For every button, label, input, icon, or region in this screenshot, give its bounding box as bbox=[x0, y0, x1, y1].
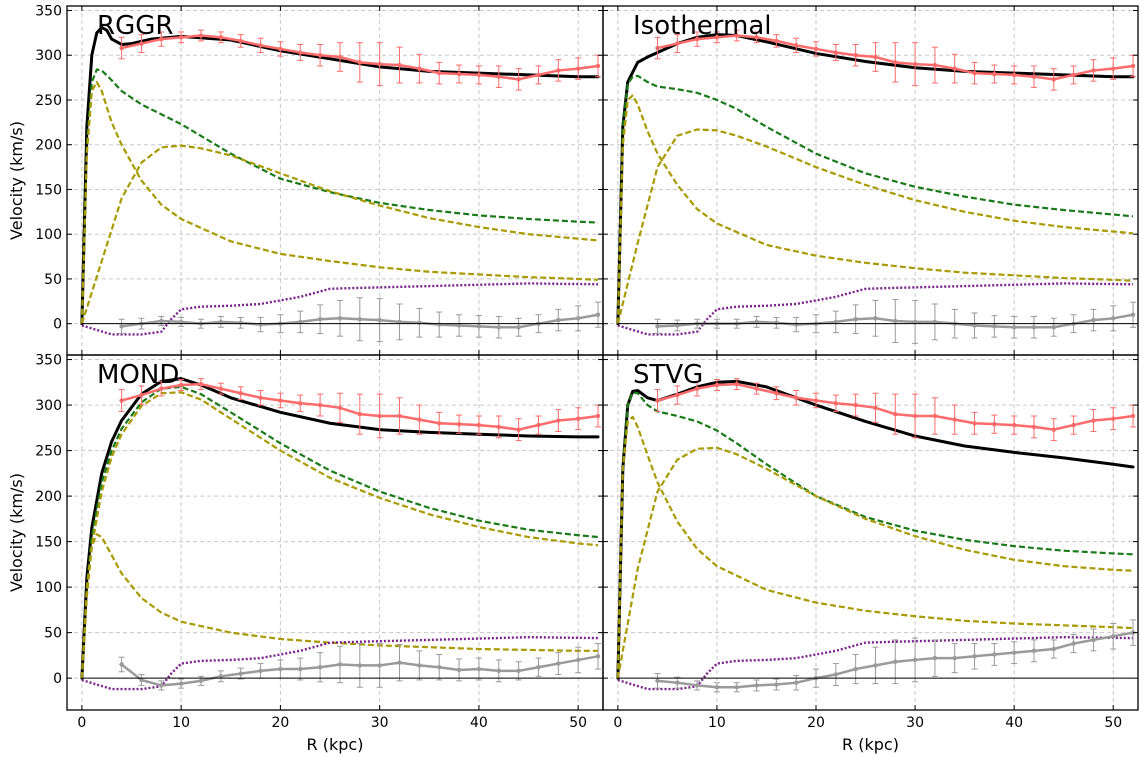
series-disk-component bbox=[80, 80, 599, 324]
plot-frame bbox=[602, 5, 1139, 356]
y-tick-label: 0 bbox=[53, 671, 62, 687]
y-tick-label: 100 bbox=[35, 227, 62, 243]
plot-area bbox=[616, 29, 1137, 344]
y-tick-label: 50 bbox=[44, 272, 62, 288]
series-line bbox=[80, 391, 599, 679]
y-tick-label: 350 bbox=[35, 353, 62, 369]
series-observed bbox=[118, 378, 602, 442]
panel-title-stvg: STVG bbox=[633, 360, 703, 390]
x-tick-label: 40 bbox=[470, 715, 488, 731]
series-line bbox=[617, 635, 1134, 691]
series-halo-component bbox=[80, 144, 599, 325]
series-line bbox=[617, 282, 1134, 336]
x-tick-label: 20 bbox=[807, 715, 825, 731]
x-tick-label: 0 bbox=[613, 715, 622, 731]
series-mean-line bbox=[657, 631, 1134, 689]
y-axis-title: Velocity (km/s) bbox=[7, 473, 26, 592]
plot-frame bbox=[602, 354, 1139, 711]
series-halo-component bbox=[80, 391, 599, 679]
x-tick-label: 30 bbox=[371, 715, 389, 731]
panel-stvg: 0 10 20 30 40 50 STVG R (kpc) bbox=[602, 354, 1139, 754]
y-tick-label: 350 bbox=[35, 3, 62, 19]
x-tick-label: 50 bbox=[1104, 715, 1122, 731]
series-mean-line bbox=[657, 34, 1134, 81]
y-tick-label: 200 bbox=[35, 138, 62, 154]
y-tick-label: 250 bbox=[35, 93, 62, 109]
series-mean-line bbox=[120, 655, 599, 687]
series-line bbox=[616, 446, 1134, 679]
x-tick-label: 30 bbox=[906, 715, 924, 731]
series-line bbox=[80, 385, 599, 679]
series-line bbox=[81, 635, 599, 691]
y-tick-label: 200 bbox=[35, 489, 62, 505]
x-tick-label: 10 bbox=[172, 715, 190, 731]
series-residual bbox=[118, 297, 602, 343]
series-line bbox=[616, 74, 1134, 324]
y-tick-label: 150 bbox=[35, 535, 62, 551]
plot-area bbox=[80, 25, 602, 343]
x-tick-label: 40 bbox=[1005, 715, 1023, 731]
series-gas-component bbox=[617, 282, 1134, 336]
series-mean-line bbox=[657, 382, 1134, 431]
series-disk-component bbox=[80, 533, 599, 679]
series-disk-component bbox=[616, 94, 1134, 324]
y-axis-title: Velocity (km/s) bbox=[7, 121, 26, 240]
x-tick-label: 10 bbox=[708, 715, 726, 731]
series-residual bbox=[654, 619, 1137, 693]
panel-title-isothermal: Isothermal bbox=[633, 11, 772, 41]
series-line bbox=[616, 415, 1134, 679]
series-line bbox=[80, 68, 599, 324]
series-line bbox=[616, 391, 1134, 679]
series-dark-component bbox=[616, 74, 1134, 324]
series-disk-component bbox=[616, 415, 1134, 679]
series-line bbox=[616, 379, 1135, 680]
series-dark-component bbox=[80, 68, 599, 324]
series-gas-component bbox=[81, 635, 599, 691]
series-gas-component bbox=[81, 282, 599, 336]
series-gas-component bbox=[617, 635, 1134, 691]
series-halo-component bbox=[616, 128, 1134, 324]
y-tick-label: 50 bbox=[44, 626, 62, 642]
plot-area bbox=[80, 377, 602, 691]
y-tick-label: 150 bbox=[35, 182, 62, 198]
series-line bbox=[80, 80, 599, 324]
y-tick-label: 100 bbox=[35, 580, 62, 596]
series-line bbox=[81, 282, 599, 336]
series-line bbox=[80, 144, 599, 325]
y-tick-label: 0 bbox=[53, 317, 62, 333]
y-tick-label: 300 bbox=[35, 48, 62, 64]
y-tick-label: 250 bbox=[35, 444, 62, 460]
plot-area bbox=[616, 378, 1137, 693]
panel-rggr: 0 50 100 150 200 250 300 350 RGGR Velocity (km/s) bbox=[7, 3, 604, 356]
panel-mond: 0 10 20 30 40 50 0 50 100 150 200 250 300 350 MOND R (k… bbox=[7, 353, 604, 754]
series-residual bbox=[654, 299, 1137, 344]
y-tick-label: 300 bbox=[35, 398, 62, 414]
x-tick-label: 0 bbox=[77, 715, 86, 731]
x-tick-label: 20 bbox=[271, 715, 289, 731]
series-total-model bbox=[616, 379, 1135, 680]
series-dark-component bbox=[80, 385, 599, 679]
panel-title-rggr: RGGR bbox=[97, 11, 173, 41]
series-observed bbox=[118, 29, 602, 91]
series-residual bbox=[118, 643, 602, 691]
series-observed bbox=[654, 378, 1137, 442]
series-mean-line bbox=[121, 382, 599, 431]
x-tick-label: 50 bbox=[569, 715, 587, 731]
series-halo-component bbox=[616, 446, 1134, 679]
series-observed bbox=[654, 29, 1137, 91]
series-mean-line bbox=[121, 34, 599, 81]
panel-title-mond: MOND bbox=[97, 360, 179, 390]
x-axis-title: R (kpc) bbox=[842, 735, 899, 754]
series-line bbox=[80, 533, 599, 679]
series-dark-component bbox=[616, 391, 1134, 679]
panel-isothermal: Isothermal bbox=[602, 5, 1139, 356]
series-line bbox=[616, 94, 1134, 324]
series-line bbox=[616, 128, 1134, 324]
x-axis-title: R (kpc) bbox=[307, 735, 364, 754]
